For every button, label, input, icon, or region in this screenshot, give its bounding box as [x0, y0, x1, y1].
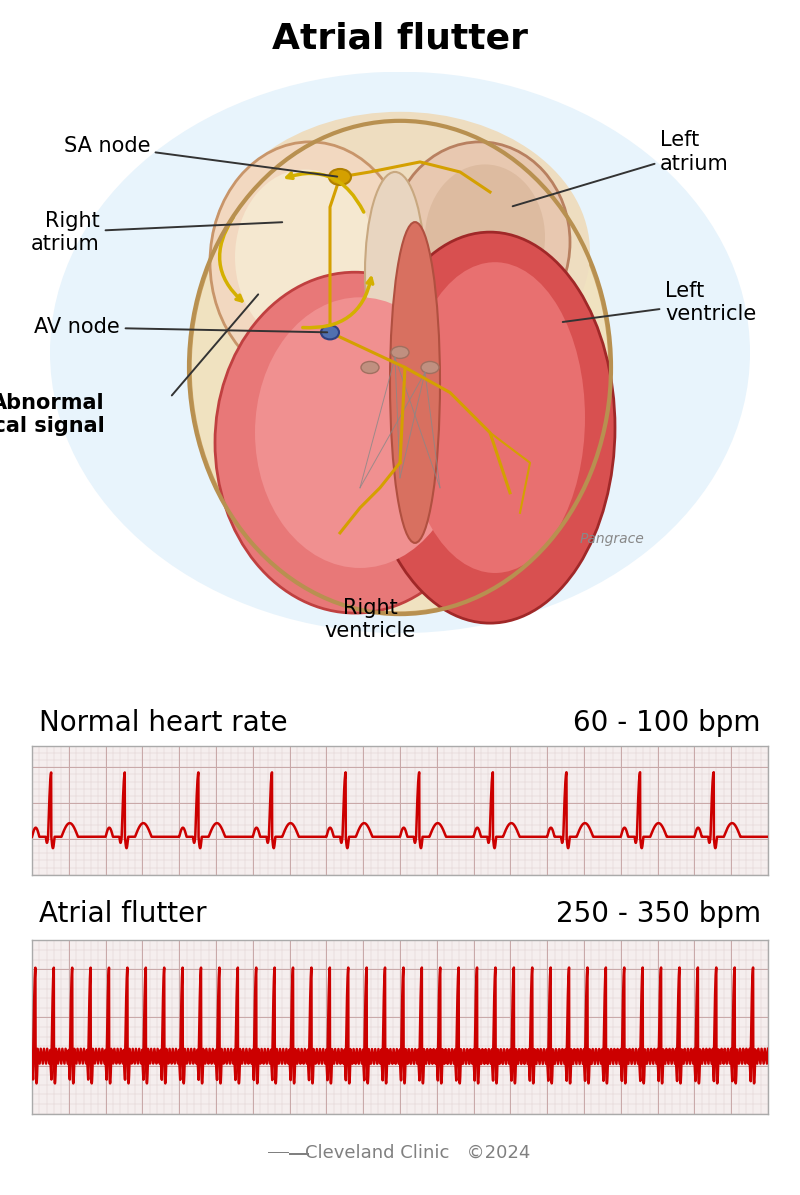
- Ellipse shape: [255, 298, 465, 568]
- Ellipse shape: [50, 72, 750, 633]
- Ellipse shape: [390, 142, 570, 343]
- Bar: [269, 1152, 289, 1153]
- Text: Abnormal
electrical signal: Abnormal electrical signal: [0, 393, 105, 436]
- Ellipse shape: [210, 112, 590, 392]
- Text: Left
ventricle: Left ventricle: [562, 281, 756, 324]
- Text: Pangrace: Pangrace: [580, 532, 645, 546]
- Text: Atrial flutter: Atrial flutter: [39, 900, 207, 929]
- Text: SA node: SA node: [63, 136, 338, 177]
- Text: Left
atrium: Left atrium: [513, 130, 729, 207]
- Ellipse shape: [365, 232, 615, 623]
- Ellipse shape: [190, 122, 610, 613]
- Ellipse shape: [361, 361, 379, 374]
- Ellipse shape: [425, 165, 545, 310]
- Ellipse shape: [391, 347, 409, 358]
- Ellipse shape: [210, 142, 410, 382]
- Ellipse shape: [405, 262, 585, 572]
- Text: Atrial flutter: Atrial flutter: [272, 22, 528, 56]
- Ellipse shape: [421, 361, 439, 374]
- Ellipse shape: [235, 170, 375, 345]
- Text: Right
ventricle: Right ventricle: [324, 598, 416, 642]
- Ellipse shape: [365, 172, 425, 373]
- Bar: [289, 1153, 309, 1154]
- Text: 60 - 100 bpm: 60 - 100 bpm: [573, 709, 761, 737]
- Text: Normal heart rate: Normal heart rate: [39, 709, 288, 737]
- Ellipse shape: [390, 222, 440, 543]
- Text: AV node: AV node: [34, 318, 327, 337]
- Text: Cleveland Clinic   ©2024: Cleveland Clinic ©2024: [306, 1144, 531, 1163]
- Ellipse shape: [215, 272, 495, 613]
- Ellipse shape: [329, 168, 351, 185]
- Text: 250 - 350 bpm: 250 - 350 bpm: [555, 900, 761, 929]
- Text: Right
atrium: Right atrium: [31, 210, 282, 253]
- Ellipse shape: [321, 325, 339, 339]
